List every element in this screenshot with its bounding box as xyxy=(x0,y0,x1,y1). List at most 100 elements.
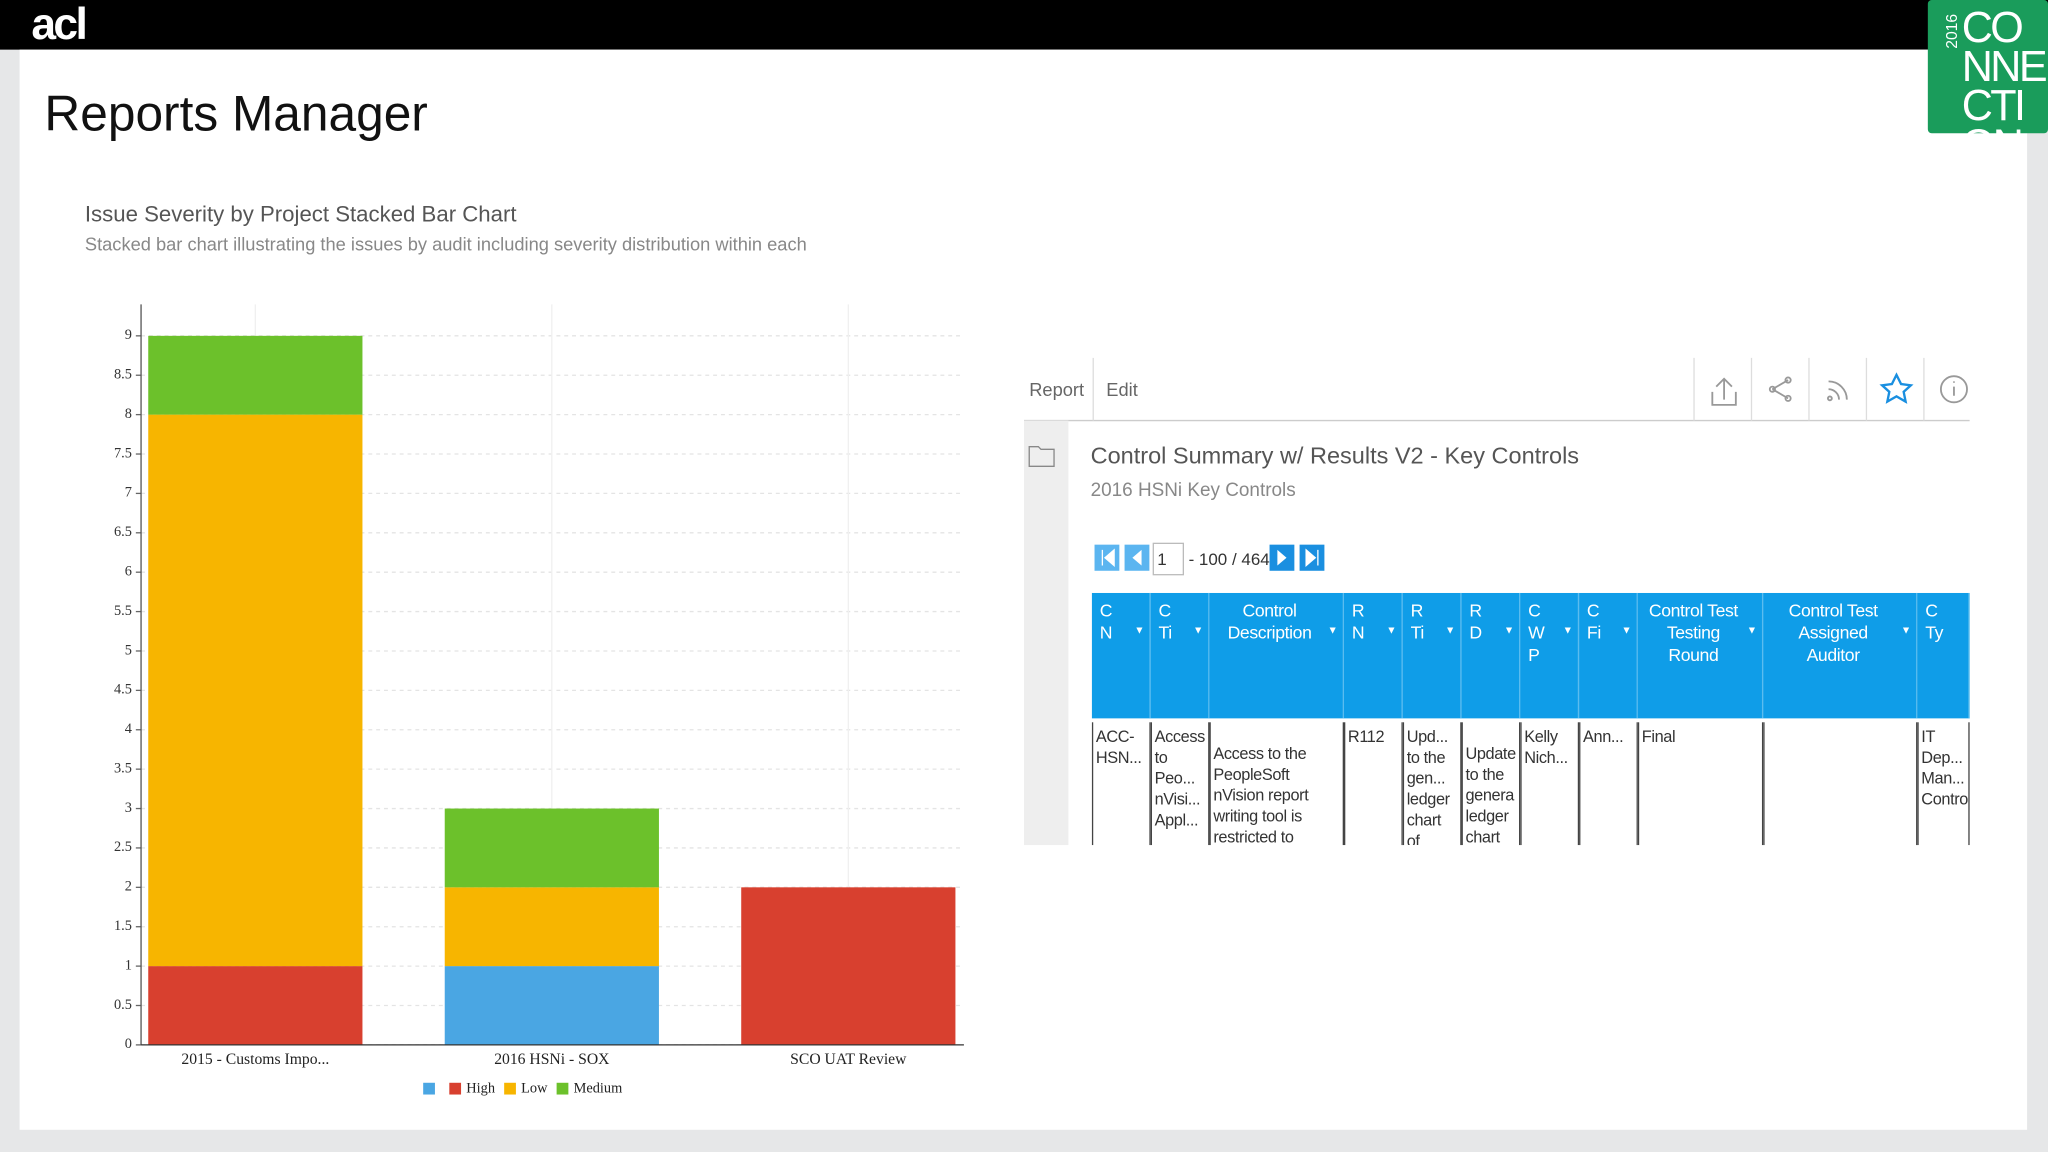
sort-arrow[interactable]: ▼ xyxy=(1192,624,1203,637)
table-cell: ACC-HSN... xyxy=(1091,722,1151,846)
y-tick-label: 1 xyxy=(125,957,132,973)
y-tick-label: 6 xyxy=(125,563,132,579)
table-cell: IT Dep... Man... Contro xyxy=(1917,722,1970,846)
top-bar xyxy=(0,0,2048,50)
cell-text: Final xyxy=(1641,727,1676,746)
header-label: C N xyxy=(1099,600,1113,643)
table-cell: Upd... to the gen... ledger chart of acc… xyxy=(1402,722,1462,846)
cell-text: IT Dep... Man... Contro xyxy=(1921,727,1968,809)
header-label: Control Test Testing Round xyxy=(1648,600,1738,665)
chart-title: Issue Severity by Project Stacked Bar Ch… xyxy=(85,201,517,226)
cell-text: Access to Peo... nVisi... Appl... xyxy=(1154,727,1206,830)
y-tick-label: 2 xyxy=(125,879,132,895)
column-header[interactable]: R N ▼ xyxy=(1343,592,1403,719)
header-label: R D xyxy=(1469,600,1482,643)
column-header[interactable]: R Ti ▼ xyxy=(1402,592,1462,719)
legend-swatch xyxy=(449,1082,462,1095)
table-cell xyxy=(1763,722,1918,846)
badge-year: 2016 xyxy=(1944,14,1961,49)
page-title: Reports Manager xyxy=(44,86,427,142)
toolbar-icons[interactable] xyxy=(1711,372,1968,406)
x-tick-label: SCO UAT Review xyxy=(790,1051,907,1068)
x-tick-label: 2015 - Customs Impo... xyxy=(181,1051,329,1068)
y-tick-label: 0.5 xyxy=(114,997,132,1013)
sort-arrow[interactable]: ▼ xyxy=(1562,624,1573,637)
header-label: R N xyxy=(1351,600,1365,643)
sort-arrow[interactable]: ▼ xyxy=(1327,624,1338,637)
cell-text: ACC-HSN... xyxy=(1095,727,1142,767)
y-tick-label: 5 xyxy=(125,642,132,658)
sort-arrow[interactable]: ▼ xyxy=(1900,624,1911,637)
table-cell: R112 xyxy=(1343,722,1403,846)
bar-segment xyxy=(444,887,659,967)
tab-report[interactable]: Report xyxy=(1029,378,1085,400)
y-tick-label: 2.5 xyxy=(114,839,132,855)
sort-arrow[interactable]: ▼ xyxy=(1445,624,1456,637)
cell-text: Upd... to the gen... ledger chart of acc… xyxy=(1406,727,1450,846)
x-tick-label: 2016 HSNi - SOX xyxy=(494,1051,610,1068)
cell-text: R112 xyxy=(1347,727,1385,746)
bar-segment xyxy=(741,887,956,1045)
bar-segment xyxy=(444,966,659,1045)
table-cell: Final xyxy=(1637,722,1764,846)
y-tick-label: 8.5 xyxy=(114,367,132,383)
badge-text: CONNECTIONS xyxy=(1961,2,2048,208)
column-header[interactable]: C Fi ▼ xyxy=(1579,592,1638,719)
header-label: C Fi xyxy=(1586,600,1601,643)
column-header[interactable]: C Ti ▼ xyxy=(1150,592,1210,719)
header-label: C Ty xyxy=(1925,600,1944,643)
cell-text: Ann... xyxy=(1583,727,1624,746)
tab-edit[interactable]: Edit xyxy=(1106,378,1138,400)
folder-icon[interactable] xyxy=(1028,446,1055,467)
table-cell: Access to Peo... nVisi... Appl... xyxy=(1150,722,1210,846)
bar-segment xyxy=(148,966,363,1045)
legend-swatch xyxy=(504,1082,516,1095)
column-header[interactable]: C Ty xyxy=(1917,592,1970,719)
page-input[interactable] xyxy=(1152,542,1184,576)
table-cell: Kelly Nich... xyxy=(1520,722,1580,846)
page-number: 1 xyxy=(1157,550,1166,569)
sort-arrow[interactable]: ▼ xyxy=(1134,624,1145,637)
header-label: Control Description xyxy=(1227,600,1312,643)
column-header[interactable]: Control Test Assigned Auditor ▼ xyxy=(1763,592,1918,719)
page-range: - 100 / 464 xyxy=(1189,550,1270,569)
logo: acl xyxy=(31,0,85,49)
column-header[interactable]: Control Test Testing Round ▼ xyxy=(1637,592,1764,719)
sort-arrow[interactable]: ▼ xyxy=(1621,624,1632,637)
sort-arrow[interactable]: ▼ xyxy=(1746,624,1757,637)
column-header[interactable]: Control Description ▼ xyxy=(1209,592,1344,719)
column-header[interactable]: R D ▼ xyxy=(1461,592,1521,719)
table-cell: Ann... xyxy=(1579,722,1638,846)
legend-swatch xyxy=(423,1082,435,1095)
bar-segment xyxy=(444,808,659,888)
header-label: Control Test Assigned Auditor xyxy=(1788,600,1878,665)
side-rail xyxy=(1023,420,1069,846)
header-label: C Ti xyxy=(1158,600,1173,643)
y-tick-label: 6.5 xyxy=(114,524,132,540)
legend-label: Low xyxy=(521,1081,548,1097)
y-tick-label: 4.5 xyxy=(114,682,132,698)
chart-subtitle: Stacked bar chart illustrating the issue… xyxy=(85,233,807,254)
sort-arrow[interactable]: ▼ xyxy=(1503,624,1514,637)
y-tick-label: 5.5 xyxy=(114,603,132,619)
badge xyxy=(1927,0,2048,134)
legend-label: High xyxy=(466,1081,495,1097)
pager-buttons[interactable] xyxy=(1094,544,1325,571)
y-tick-label: 3.5 xyxy=(114,760,132,776)
sort-arrow[interactable]: ▼ xyxy=(1386,624,1397,637)
table-cell: Access to the PeopleSoft nVision report … xyxy=(1209,722,1344,846)
column-header[interactable]: C W P ▼ xyxy=(1520,592,1580,719)
column-header[interactable]: C N ▼ xyxy=(1091,592,1151,719)
legend-swatch xyxy=(556,1082,569,1095)
report-subtitle: 2016 HSNi Key Controls xyxy=(1091,480,1296,501)
toolbar-dividers xyxy=(1693,357,1925,421)
table-cell: Update to the genera ledger chart of xyxy=(1461,722,1521,846)
header-label: C W P xyxy=(1528,600,1545,665)
cell-text: Update to the genera ledger chart of xyxy=(1465,744,1516,846)
legend-label: Medium xyxy=(574,1081,623,1097)
y-tick-label: 8 xyxy=(125,406,132,422)
cell-text: Access to the PeopleSoft nVision report … xyxy=(1213,744,1309,846)
y-tick-label: 1.5 xyxy=(114,918,132,934)
